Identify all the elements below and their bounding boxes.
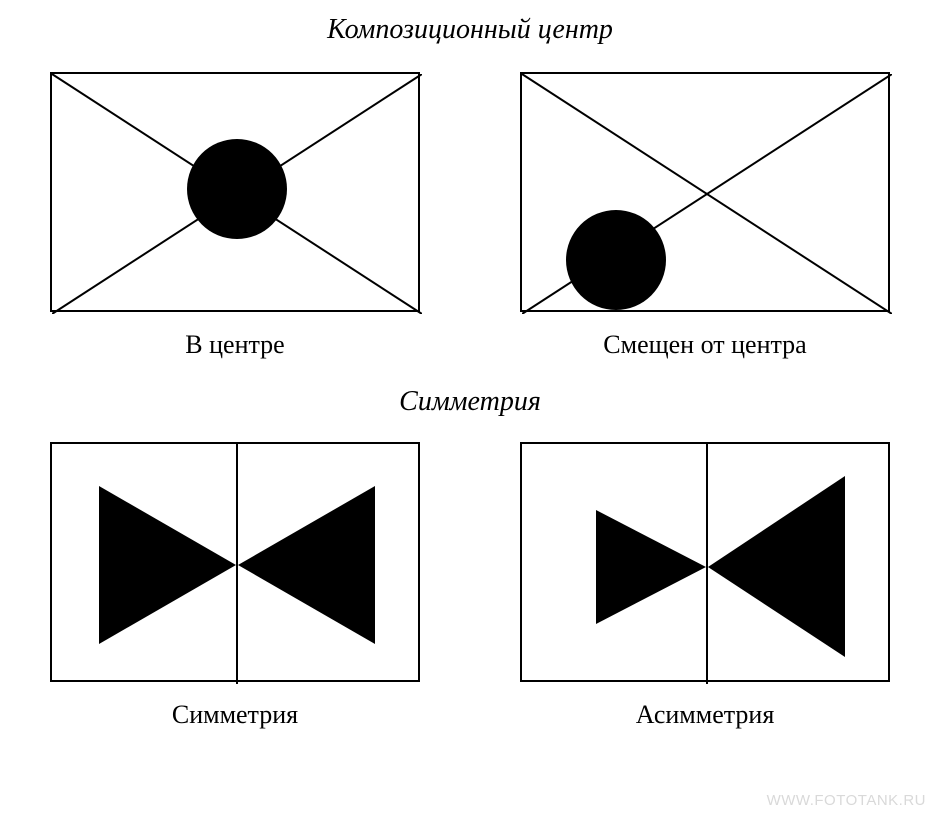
watermark: WWW.FOTOTANK.RU [767, 792, 926, 809]
panel-asymmetry: Асимметрия [520, 442, 890, 730]
section-title-composition: Композиционный центр [0, 14, 940, 46]
frame-centered [50, 72, 420, 312]
frame-asymmetry [520, 442, 890, 682]
diagram-centered [52, 74, 422, 314]
section-title-symmetry: Симметрия [0, 386, 940, 418]
caption-symmetry: Симметрия [172, 700, 298, 730]
diagram-offset [522, 74, 892, 314]
triangle-left-small [596, 510, 706, 624]
triangle-right-large [708, 476, 845, 657]
diagram-asymmetry [522, 444, 892, 684]
caption-asymmetry: Асимметрия [636, 700, 775, 730]
panel-centered: В центре [50, 72, 420, 360]
triangle-left [99, 486, 236, 644]
caption-centered: В центре [185, 330, 284, 360]
diagram-symmetry [52, 444, 422, 684]
panel-offset: Смещен от центра [520, 72, 890, 360]
panel-symmetry: Симметрия [50, 442, 420, 730]
frame-symmetry [50, 442, 420, 682]
frame-offset [520, 72, 890, 312]
circle-centered [187, 139, 287, 239]
triangle-right [238, 486, 375, 644]
row-composition: В центре Смещен от центра [0, 72, 940, 360]
row-symmetry: Симметрия Асимметрия [0, 442, 940, 730]
caption-offset: Смещен от центра [603, 330, 806, 360]
circle-offset [566, 210, 666, 310]
